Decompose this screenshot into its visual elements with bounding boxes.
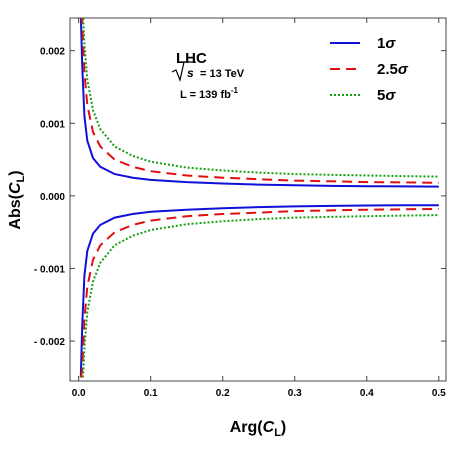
x-tick-label: 0.5 [432, 388, 446, 399]
y-axis-label: Abs(CL) [7, 170, 27, 229]
legend-label-5-sigma: 5σ [377, 87, 396, 104]
y-tick-label: 0.002 [40, 47, 65, 58]
legend-label-1-sigma: 1σ [377, 35, 396, 52]
x-tick-label: 0.0 [72, 388, 86, 399]
legend-label-2.5-sigma: 2.5σ [377, 61, 409, 78]
series-line-2.5-sigma-upper [80, 18, 439, 184]
energy-symbol: s [187, 66, 194, 80]
energy-value: = 13 TeV [200, 68, 245, 80]
y-tick-label: 0.000 [40, 192, 65, 203]
legend: 1σ 2.5σ 5σ [330, 35, 409, 104]
y-tick-label: - 0.002 [34, 337, 66, 348]
series-line-5-sigma-upper [82, 18, 439, 178]
y-tick-label: 0.001 [40, 119, 65, 130]
annotation: LHC s = 13 TeV L = 139 fb-1 [171, 50, 245, 101]
series-line-2.5-sigma-lower [79, 207, 439, 378]
series-group [79, 18, 439, 378]
sqrt-sign [171, 61, 196, 83]
luminosity-label: L = 139 fb-1 [180, 86, 239, 101]
series-line-1-sigma-lower [79, 204, 439, 378]
plot-frame [69, 17, 447, 382]
series-line-1-sigma-upper [79, 18, 439, 188]
x-tick-label: 0.4 [360, 388, 374, 399]
series-line-5-sigma-lower [82, 214, 439, 378]
x-axis-label: Arg(CL) [230, 419, 287, 439]
x-tick-label: 0.3 [288, 388, 302, 399]
y-tick-label: - 0.001 [34, 264, 66, 275]
x-tick-label: 0.1 [144, 388, 158, 399]
axis-ticks: 0.0 0.1 0.2 0.3 0.4 0.5 - 0.002 - 0.001 0.000 0.0… [34, 18, 446, 399]
x-tick-label: 0.2 [216, 388, 230, 399]
annotation-title: LHC [176, 50, 207, 67]
